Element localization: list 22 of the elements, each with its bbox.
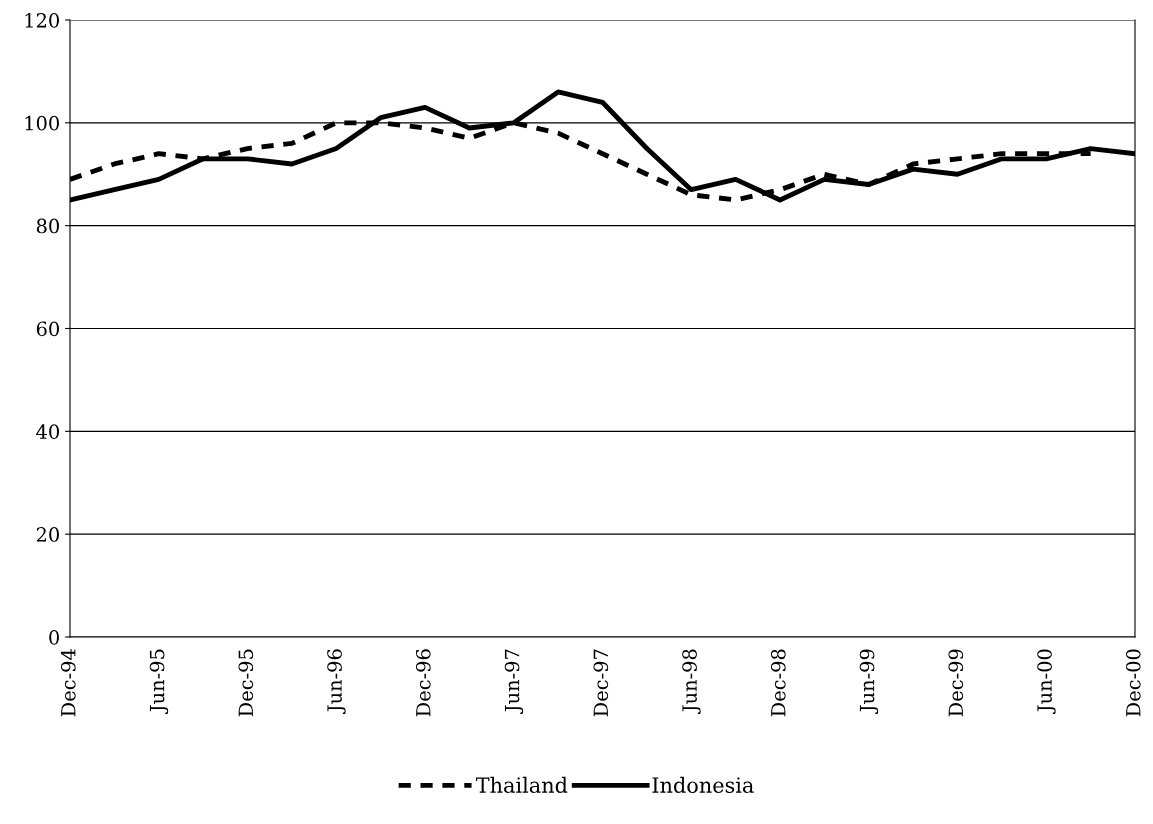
legend-label: Thailand — [475, 776, 568, 793]
x-tick-label: Jun-98 — [682, 649, 701, 714]
y-tick-label: 20 — [36, 527, 59, 542]
x-tick-label: Jun-97 — [504, 649, 524, 714]
y-tick-label: 40 — [36, 424, 59, 439]
x-tick-label: Dec-94 — [60, 649, 76, 717]
x-tick-label: Jun-00 — [1037, 649, 1056, 714]
x-tick-label: Dec-99 — [948, 649, 964, 717]
x-tick-label: Jun-96 — [327, 649, 346, 714]
x-tick-label: Dec-96 — [415, 649, 431, 717]
y-tick-label: 100 — [25, 115, 59, 131]
y-tick-label: 60 — [36, 321, 59, 337]
y-tick-label: 0 — [49, 629, 59, 645]
x-tick-label: Jun-95 — [149, 649, 169, 714]
y-tick-label: 80 — [36, 218, 59, 234]
x-tick-label: Dec-95 — [238, 649, 254, 717]
legend-label: Indonesia — [652, 776, 754, 793]
x-tick-label: Dec-00 — [1125, 649, 1141, 717]
x-tick-label: Jun-99 — [859, 649, 879, 714]
x-tick-label: Dec-98 — [770, 649, 786, 717]
y-tick-label: 120 — [25, 12, 59, 28]
x-tick-label: Dec-97 — [593, 649, 609, 717]
